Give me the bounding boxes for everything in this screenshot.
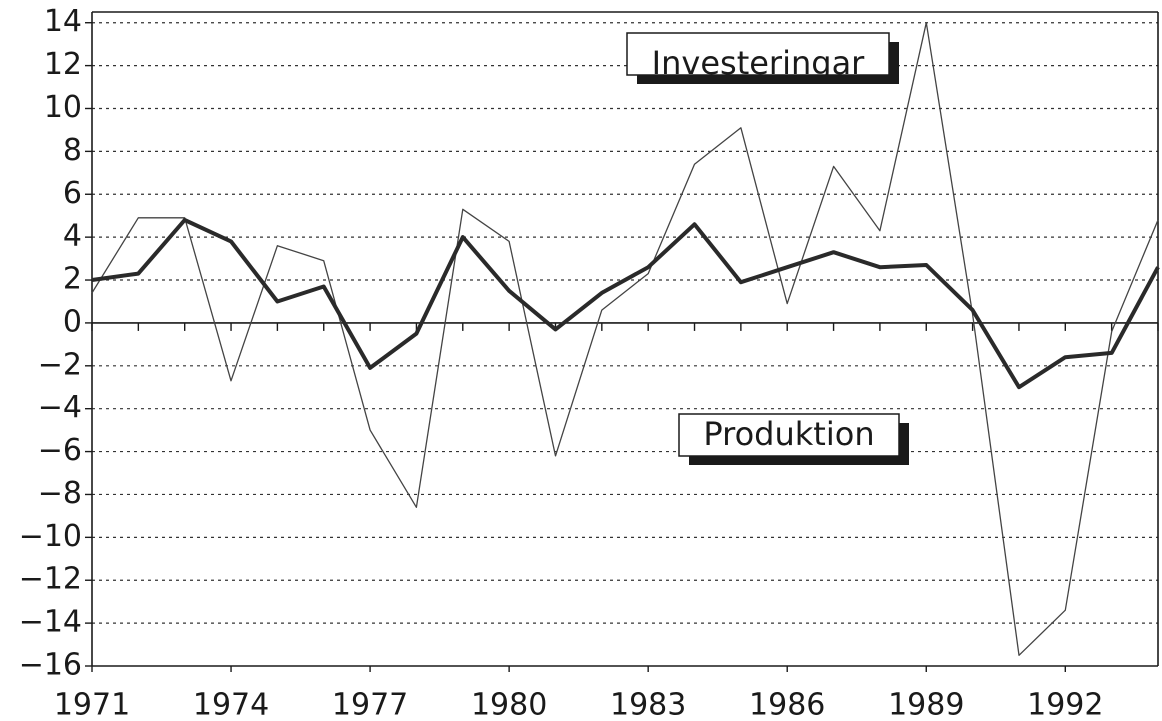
y-tick-label: −8 xyxy=(38,476,82,511)
x-tick-label: 1992 xyxy=(1027,688,1103,721)
y-axis-ticks: 14 12 10 8 6 4 2 0 −2 −4 −6 −8 −10 −12 −14 −16 xyxy=(19,4,92,683)
x-tick-label: 1989 xyxy=(888,688,964,721)
y-tick-label: −6 xyxy=(38,433,82,468)
x-tick-label: 1977 xyxy=(332,688,408,721)
x-tick-label: 1986 xyxy=(749,688,825,721)
series-line-produktion xyxy=(91,218,1160,390)
y-tick-label: 6 xyxy=(63,176,82,211)
y-tick-label: −16 xyxy=(19,648,82,683)
y-tick-label: 12 xyxy=(44,47,82,82)
y-tick-label: 2 xyxy=(63,262,82,297)
y-tick-label: 4 xyxy=(63,219,82,254)
x-tick-label: 1974 xyxy=(193,688,269,721)
y-tick-label: 8 xyxy=(63,133,82,168)
x-tick-label: 1971 xyxy=(54,688,130,721)
series-line-investeringar xyxy=(91,22,1159,656)
x-tick-label: 1980 xyxy=(471,688,547,721)
y-tick-label: 10 xyxy=(44,90,82,125)
series-lines xyxy=(91,22,1160,656)
y-tick-label: −10 xyxy=(19,519,82,554)
axes xyxy=(91,11,1159,667)
legend-investeringar: Investeringar xyxy=(626,32,899,84)
legend-label-produktion: Produktion xyxy=(703,415,874,453)
y-tick-label: −14 xyxy=(19,605,82,640)
y-tick-label: −4 xyxy=(38,390,82,425)
y-tick-label: 0 xyxy=(63,304,82,339)
y-tick-label: −2 xyxy=(38,347,82,382)
legend-labels: Investeringar Produktion xyxy=(626,32,909,465)
legend-label-investeringar: Investeringar xyxy=(652,44,866,82)
legend-produktion: Produktion xyxy=(678,413,909,465)
x-tick-label: 1983 xyxy=(610,688,686,721)
y-tick-label: 14 xyxy=(44,4,82,39)
y-tick-label: −12 xyxy=(19,562,82,597)
x-axis-ticks: 1971 1974 1977 1980 1983 1986 1989 1992 xyxy=(54,666,1103,721)
